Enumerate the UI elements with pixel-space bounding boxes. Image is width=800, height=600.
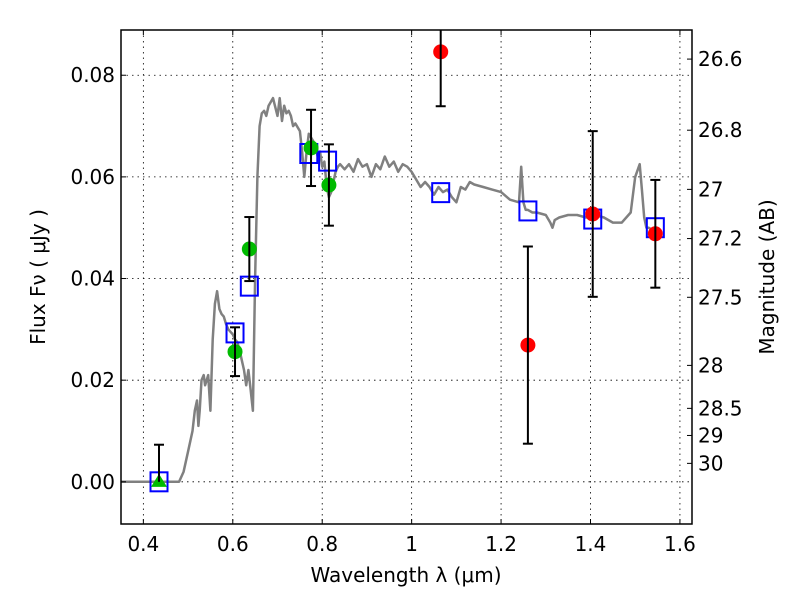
x-tick-label: 1.4 (575, 532, 607, 556)
x-tick-label: 0.4 (127, 532, 159, 556)
right-tick-label: 29 (698, 423, 723, 447)
model-square (318, 150, 338, 172)
y-tick-label: 0.00 (70, 470, 115, 494)
y-axis-label: Flux Fν ( μJy ) (26, 209, 50, 345)
right-tick-label: 27.2 (698, 227, 743, 251)
x-axis-label: Wavelength λ (μm) (310, 563, 501, 587)
y-tick-label: 0.06 (70, 165, 115, 189)
plot-frame (120, 29, 693, 525)
right-tick-label: 27 (698, 177, 723, 201)
x-tick-label: 0.6 (217, 532, 249, 556)
right-tick-label: 26.6 (698, 47, 743, 71)
right-tick-label: 28.5 (698, 396, 743, 420)
y-tick-label: 0.02 (70, 368, 115, 392)
right-tick-label: 30 (698, 451, 723, 475)
right-tick-label: 27.5 (698, 285, 743, 309)
plot-area (121, 30, 665, 493)
model-square (431, 182, 451, 204)
x-tick-label: 1.2 (485, 532, 517, 556)
y-tick-label: 0.04 (70, 267, 115, 291)
right-tick-label: 28 (698, 353, 723, 377)
x-tick-label: 1.6 (664, 532, 696, 556)
right-tick-label: 26.8 (698, 118, 743, 142)
x-tick-label: 0.8 (306, 532, 338, 556)
model-square (518, 200, 538, 222)
grid (121, 30, 692, 524)
x-tick-label: 1 (405, 532, 418, 556)
y-axis-right-label: Magnitude (AB) (755, 199, 779, 354)
axis-ticks: 0.4 0.6 0.8 1 1.2 1.4 1.6 0.00 0.02 0.04 0.06 0.08 2… (70, 30, 743, 556)
spectrum-line (121, 96, 663, 484)
y-tick-label: 0.08 (70, 63, 115, 87)
